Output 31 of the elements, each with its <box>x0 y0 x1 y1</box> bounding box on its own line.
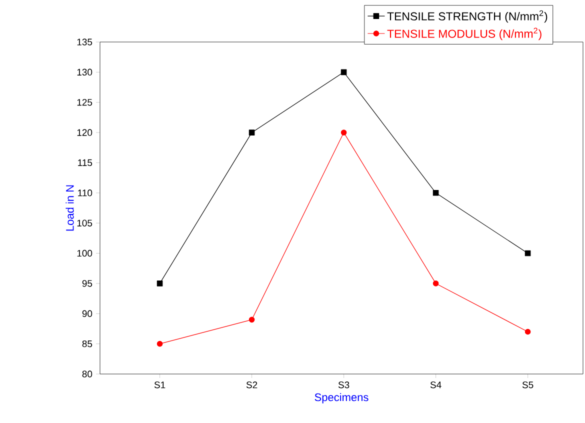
y-tick-label: 130 <box>77 68 92 76</box>
point <box>524 250 531 256</box>
y-tick-label: 135 <box>77 38 92 46</box>
y-tick-label: 100 <box>77 250 92 257</box>
y-tick-label: 85 <box>82 340 92 348</box>
x-tick-label: S5 <box>522 382 534 388</box>
legend-label: TENSILE MODULUS (N/mm$^{2}$) <box>387 28 542 40</box>
y-tick-label: 90 <box>82 310 92 317</box>
y-tick-label: 115 <box>78 159 92 166</box>
point <box>340 130 347 136</box>
y-tick-label: 80 <box>82 370 92 378</box>
y-tick-label: 105 <box>77 220 92 226</box>
point <box>432 280 439 286</box>
x-tick-label: S2 <box>246 382 258 388</box>
y-axis-title: Load in N <box>66 185 74 231</box>
y-tick-label: 95 <box>82 280 92 287</box>
y-tick-label: 110 <box>78 190 92 196</box>
x-tick-label: S4 <box>430 382 442 388</box>
point <box>524 328 531 335</box>
x-axis-title: Specimens <box>314 393 368 404</box>
point <box>340 69 347 76</box>
point <box>156 280 163 286</box>
point <box>248 316 255 323</box>
x-tick-label: S3 <box>338 382 350 388</box>
point <box>432 190 439 196</box>
y-tick-label: 125 <box>77 98 92 106</box>
legend-label: TENSILE STRENGTH (N/mm$^{2}$) <box>387 10 548 23</box>
point <box>156 340 163 347</box>
point <box>248 130 255 136</box>
y-tick-label: 120 <box>77 129 92 136</box>
x-tick-label: S1 <box>154 382 166 388</box>
